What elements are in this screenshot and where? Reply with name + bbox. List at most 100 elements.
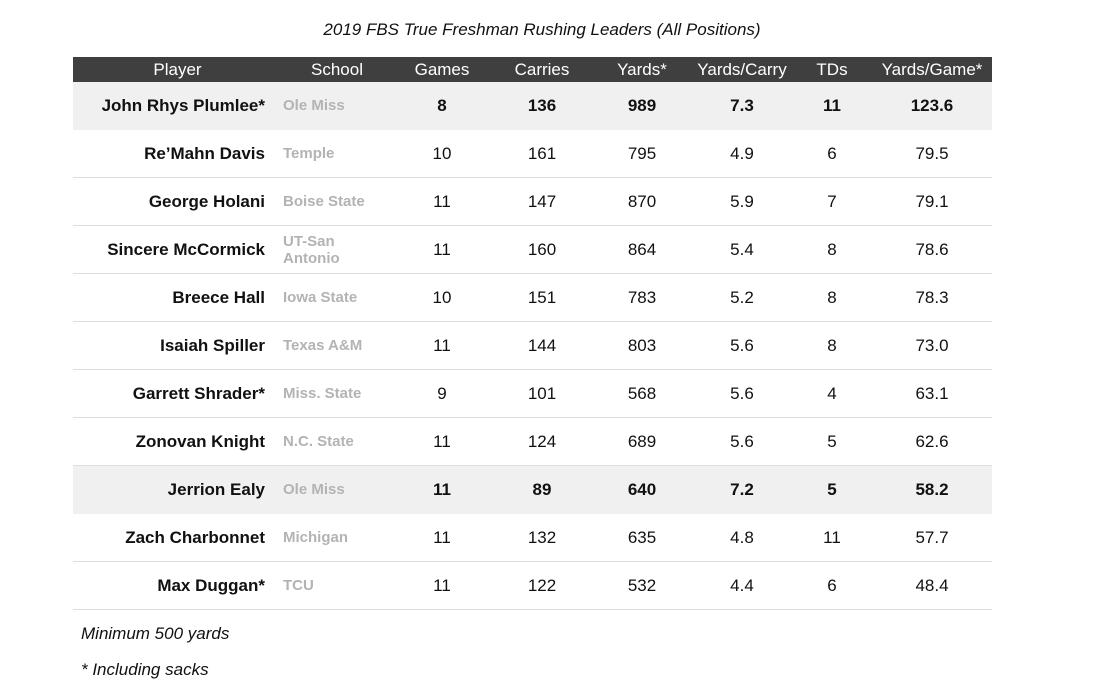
cell-yards-per-game: 58.2 (872, 465, 992, 514)
cell-games: 10 (392, 129, 492, 178)
cell-games: 10 (392, 273, 492, 322)
cell-carries: 89 (492, 465, 592, 514)
table-row: George Holani Boise State 11 147 870 5.9 7 79.1 (73, 177, 992, 226)
cell-player: Breece Hall (73, 273, 282, 322)
cell-yards-per-carry: 5.6 (692, 369, 792, 418)
cell-yards: 795 (592, 129, 692, 178)
cell-player: Re’Mahn Davis (73, 129, 282, 178)
cell-yards: 864 (592, 225, 692, 274)
cell-tds: 4 (792, 369, 872, 418)
cell-school: Michigan (282, 513, 392, 562)
cell-yards-per-carry: 7.3 (692, 82, 792, 130)
cell-school: UT-San Antonio (282, 225, 392, 274)
cell-yards: 635 (592, 513, 692, 562)
cell-yards-per-game: 79.1 (872, 177, 992, 226)
cell-player: John Rhys Plumlee* (73, 82, 282, 130)
cell-school: Ole Miss (282, 82, 392, 130)
cell-carries: 136 (492, 82, 592, 130)
cell-yards-per-carry: 5.4 (692, 225, 792, 274)
cell-yards: 783 (592, 273, 692, 322)
cell-school: Ole Miss (282, 465, 392, 514)
header-yards-per-game: Yards/Game* (872, 57, 992, 82)
cell-yards: 689 (592, 417, 692, 466)
table-row: Isaiah Spiller Texas A&M 11 144 803 5.6 8 73.0 (73, 321, 992, 370)
cell-carries: 151 (492, 273, 592, 322)
cell-games: 11 (392, 321, 492, 370)
cell-tds: 5 (792, 417, 872, 466)
header-yards-per-carry: Yards/Carry (692, 57, 792, 82)
cell-carries: 124 (492, 417, 592, 466)
cell-carries: 161 (492, 129, 592, 178)
rushing-leaders-table: Player School Games Carries Yards* Yards… (73, 57, 992, 610)
cell-tds: 5 (792, 465, 872, 514)
header-row: Player School Games Carries Yards* Yards… (73, 57, 992, 82)
header-tds: TDs (792, 57, 872, 82)
cell-tds: 8 (792, 273, 872, 322)
cell-games: 8 (392, 82, 492, 130)
cell-carries: 101 (492, 369, 592, 418)
cell-carries: 132 (492, 513, 592, 562)
cell-yards-per-game: 78.6 (872, 225, 992, 274)
cell-games: 11 (392, 225, 492, 274)
cell-school: Temple (282, 129, 392, 178)
table-row: Jerrion Ealy Ole Miss 11 89 640 7.2 5 58.2 (73, 465, 992, 514)
cell-tds: 11 (792, 82, 872, 130)
cell-games: 11 (392, 177, 492, 226)
cell-yards: 989 (592, 82, 692, 130)
header-school: School (282, 57, 392, 82)
header-yards: Yards* (592, 57, 692, 82)
cell-yards-per-game: 62.6 (872, 417, 992, 466)
table-row: Zonovan Knight N.C. State 11 124 689 5.6 5 62.6 (73, 417, 992, 466)
cell-yards-per-carry: 4.8 (692, 513, 792, 562)
cell-yards-per-carry: 5.6 (692, 321, 792, 370)
cell-yards-per-carry: 4.4 (692, 561, 792, 610)
cell-tds: 8 (792, 321, 872, 370)
cell-yards-per-game: 79.5 (872, 129, 992, 178)
cell-games: 11 (392, 417, 492, 466)
cell-carries: 147 (492, 177, 592, 226)
cell-yards-per-carry: 7.2 (692, 465, 792, 514)
cell-carries: 122 (492, 561, 592, 610)
cell-yards-per-carry: 4.9 (692, 129, 792, 178)
cell-yards-per-carry: 5.6 (692, 417, 792, 466)
cell-tds: 7 (792, 177, 872, 226)
cell-tds: 6 (792, 129, 872, 178)
cell-yards: 532 (592, 561, 692, 610)
cell-school: N.C. State (282, 417, 392, 466)
cell-yards-per-game: 78.3 (872, 273, 992, 322)
cell-player: Max Duggan* (73, 561, 282, 610)
cell-school: Miss. State (282, 369, 392, 418)
table-row: Garrett Shrader* Miss. State 9 101 568 5.6 4 63… (73, 369, 992, 418)
cell-player: Zach Charbonnet (73, 513, 282, 562)
cell-tds: 8 (792, 225, 872, 274)
cell-yards-per-game: 57.7 (872, 513, 992, 562)
footnote-minimum: Minimum 500 yards (81, 624, 230, 643)
table-row: Zach Charbonnet Michigan 11 132 635 4.8 11 57.7 (73, 513, 992, 562)
cell-games: 11 (392, 513, 492, 562)
cell-player: Jerrion Ealy (73, 465, 282, 514)
table-row: Sincere McCormick UT-San Antonio 11 160 864 5… (73, 225, 992, 274)
table-row: John Rhys Plumlee* Ole Miss 8 136 989 7.3 11 12… (73, 82, 992, 130)
cell-yards-per-carry: 5.2 (692, 273, 792, 322)
table-row: Max Duggan* TCU 11 122 532 4.4 6 48.4 (73, 561, 992, 610)
cell-player: Zonovan Knight (73, 417, 282, 466)
cell-school: Texas A&M (282, 321, 392, 370)
cell-carries: 160 (492, 225, 592, 274)
table-row: Breece Hall Iowa State 10 151 783 5.2 8 78.3 (73, 273, 992, 322)
cell-yards: 568 (592, 369, 692, 418)
cell-tds: 11 (792, 513, 872, 562)
cell-player: George Holani (73, 177, 282, 226)
footnote-sacks: * Including sacks (81, 660, 209, 679)
table-title: 2019 FBS True Freshman Rushing Leaders (… (323, 20, 761, 39)
cell-yards-per-game: 73.0 (872, 321, 992, 370)
cell-carries: 144 (492, 321, 592, 370)
cell-yards-per-game: 63.1 (872, 369, 992, 418)
cell-yards-per-carry: 5.9 (692, 177, 792, 226)
cell-school: Boise State (282, 177, 392, 226)
header-carries: Carries (492, 57, 592, 82)
cell-yards-per-game: 48.4 (872, 561, 992, 610)
table-body: John Rhys Plumlee* Ole Miss 8 136 989 7.3 11 12… (73, 82, 992, 610)
header-games: Games (392, 57, 492, 82)
cell-tds: 6 (792, 561, 872, 610)
cell-games: 11 (392, 561, 492, 610)
